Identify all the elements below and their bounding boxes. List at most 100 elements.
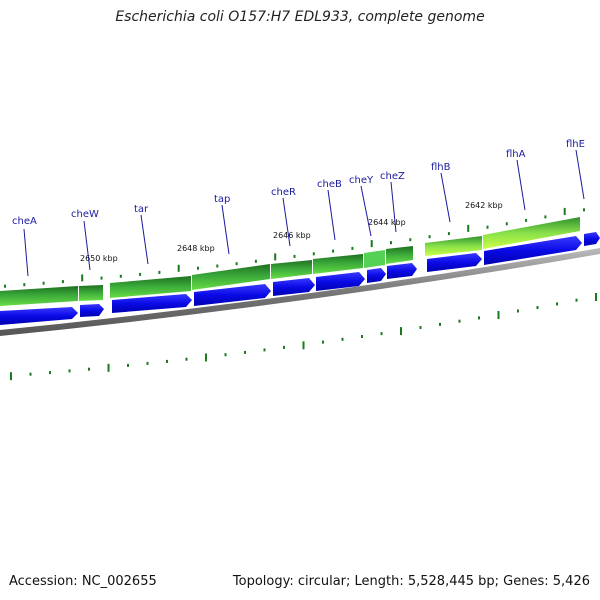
gc-tick-mark [29,372,32,376]
tick-mark [467,224,470,232]
cds-arrow [387,263,417,279]
gene-block [0,286,78,306]
gc-tick-mark [49,371,51,375]
gene-block [192,264,270,290]
gc-tick-mark [497,311,500,319]
gene-block [364,250,385,268]
cds-arrow [427,253,482,272]
cds-arrow [112,294,192,313]
gc-tick-mark [205,353,207,362]
leader-line [221,204,230,255]
tick-mark [428,235,431,239]
tick-mark [505,222,508,226]
gc-tick-mark [595,293,597,301]
tick-mark [23,283,26,287]
tick-mark [447,232,450,236]
leader-line [140,214,149,265]
gene-labels: cheA cheW tar tap cheR cheB cheY cheZ fl… [12,139,585,227]
gc-tick-mark [478,316,480,320]
leader-line [282,197,291,247]
tick-mark [274,253,277,261]
leader-line [516,159,526,211]
gc-tick-mark [224,353,227,357]
gc-tick-mark [341,337,344,341]
lower-ticks [10,293,597,381]
tick-mark [235,262,238,266]
tick-mark [351,246,354,250]
gene-block [110,276,191,298]
gc-tick-mark [419,326,422,329]
tick-mark [4,284,6,288]
gc-tick-mark [263,348,266,352]
cds-track [0,232,600,325]
tick-mark [119,274,122,278]
tick-mark [216,264,219,268]
gene-label-tap: tap [214,194,230,205]
gc-tick-mark [146,361,149,365]
tick-mark [100,276,103,280]
gc-tick-mark [361,335,363,338]
gc-tick-mark [283,345,285,349]
gene-label-cheZ: cheZ [380,171,405,182]
backbone-arc [0,248,600,336]
gene-block [386,246,413,264]
gene-block [79,285,103,301]
leader-line [440,172,451,223]
leader-line [83,220,91,271]
tick-mark [293,254,296,258]
tick-mark [544,215,547,219]
tick-mark [197,266,199,270]
gc-tick-mark [127,363,129,367]
gene-label-cheA: cheA [12,216,37,227]
tick-mark [370,240,373,248]
tick-mark [390,241,392,245]
tick-mark [312,252,315,256]
kbp-label: 2642 kbp [465,201,503,210]
gene-block [313,254,363,274]
gene-label-tar: tar [134,204,149,215]
upper-ticks [4,207,585,288]
gene-label-flhA: flhA [506,149,526,160]
tick-mark [563,207,566,215]
gene-label-cheB: cheB [317,179,342,190]
gc-tick-mark [185,357,188,361]
gene-block [425,236,482,256]
gc-tick-mark [400,327,402,336]
cds-arrow [273,278,315,296]
kbp-labels: 2650 kbp 2648 kbp 2646 kbp 2644 kbp 2642… [80,201,503,263]
tick-mark [486,225,489,229]
gc-tick-mark [68,369,71,373]
tick-mark [42,281,45,285]
gc-tick-mark [536,306,539,309]
kbp-label: 2644 kbp [368,218,406,227]
gc-tick-mark [517,309,519,313]
gc-tick-mark [458,319,461,323]
leader-line [23,228,29,277]
gc-tick-mark [244,350,246,354]
gc-tick-mark [166,359,168,363]
gc-tick-mark [439,322,441,326]
gene-block [483,217,580,249]
cds-arrow [194,284,271,306]
gc-tick-mark [380,332,383,336]
gc-tick-mark [88,367,90,371]
tick-mark [177,264,180,272]
gene-label-cheW: cheW [71,209,99,220]
cds-arrow [0,307,78,325]
label-leaders [23,149,585,277]
tick-mark [332,249,335,253]
leader-line [575,149,585,200]
gene-label-flhB: flhB [431,162,451,173]
gene-label-cheY: cheY [349,175,374,186]
tick-mark [583,208,585,212]
tick-mark [525,218,528,222]
cds-arrow [484,236,582,265]
kbp-label: 2650 kbp [80,254,118,263]
tick-mark [81,274,84,282]
gene-label-cheR: cheR [271,187,296,198]
gene-track [0,217,580,306]
gene-label-flhE: flhE [566,139,585,150]
tick-mark [254,259,257,263]
cds-arrow [584,232,600,246]
